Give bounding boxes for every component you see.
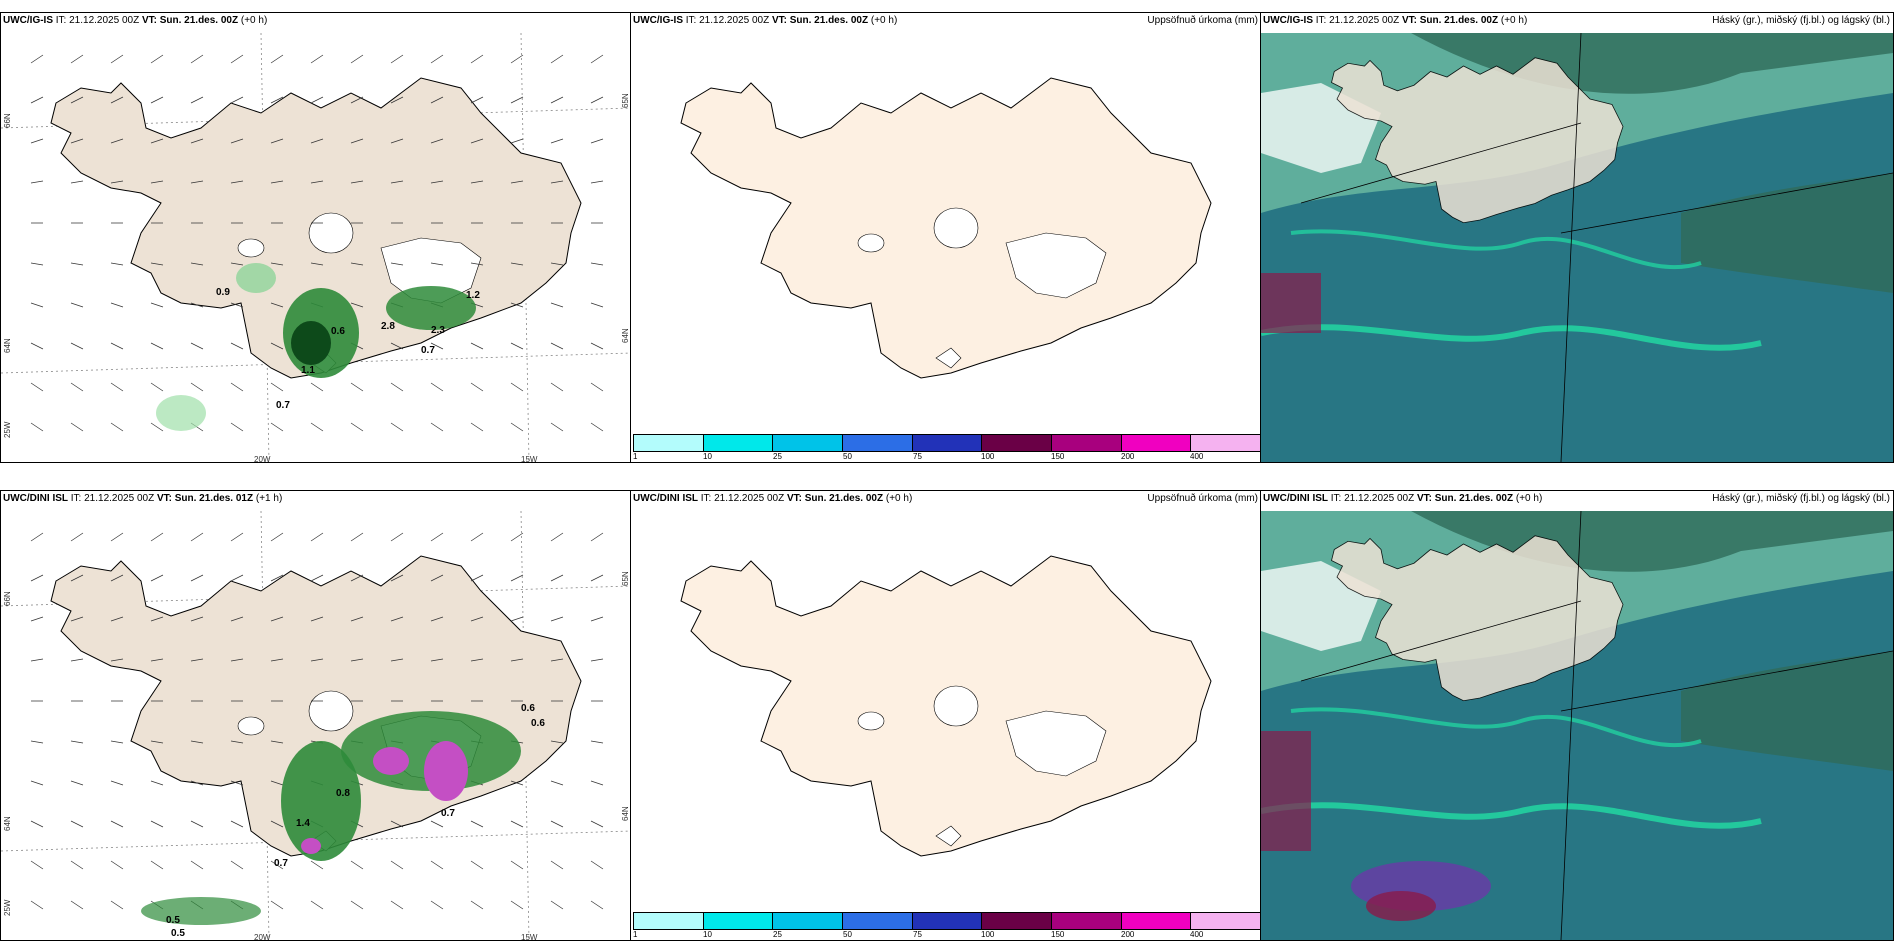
colorbar-label: 10 <box>703 930 712 939</box>
lat-label: 65N <box>621 93 630 108</box>
map-panel-1: UWC/IG-IS IT: 21.12.2025 00Z VT: Sun. 21… <box>0 12 632 463</box>
lat-label: 64N <box>621 806 630 821</box>
lat-label: 64N <box>621 328 630 343</box>
colorbar-swatch <box>1052 913 1122 929</box>
panel-title: UWC/IG-IS IT: 21.12.2025 00Z VT: Sun. 21… <box>633 15 898 26</box>
colorbar-swatch <box>982 435 1053 451</box>
colorbar-label: 150 <box>1051 930 1065 939</box>
panel-right-title: Háský (gr.), miðský (fj.bl.) og lágský (… <box>1712 493 1890 504</box>
colorbar-label: 200 <box>1121 452 1135 461</box>
colorbar-label: 400 <box>1190 930 1204 939</box>
colorbar-label: 1 <box>633 452 638 461</box>
contour-label-8: 0.5 <box>166 915 180 926</box>
colorbar-label: 75 <box>913 930 922 939</box>
panel-title: UWC/DINI ISL IT: 21.12.2025 00Z VT: Sun.… <box>1263 493 1543 504</box>
colorbar-swatch <box>773 435 844 451</box>
contour-label-1: 0.8 <box>336 788 350 799</box>
colorbar-swatch <box>1121 913 1192 929</box>
contour-label-6: 2.8 <box>381 321 395 332</box>
wind-map: 0.8 0.7 0.6 0.5 0.6 0.7 1.4 0.5 <box>1 511 631 940</box>
colorbar-label: 50 <box>843 930 852 939</box>
lon-label: 15W <box>521 455 538 463</box>
colorbar-label: 150 <box>1051 452 1065 461</box>
cloud-map <box>1261 511 1893 940</box>
colorbar-swatch <box>634 913 704 929</box>
colorbar-label: 50 <box>843 452 852 461</box>
panel-title: UWC/IG-IS IT: 21.12.2025 00Z VT: Sun. 21… <box>3 15 268 26</box>
colorbar-swatch <box>703 435 774 451</box>
colorbar-swatch <box>912 435 983 451</box>
colorbar-swatch <box>1191 913 1261 929</box>
colorbar-swatch <box>703 913 774 929</box>
colorbar <box>633 912 1261 930</box>
cloud-map <box>1261 33 1893 462</box>
colorbar-labels: 1 10 25 50 75 100 150 200 400 <box>633 930 1261 940</box>
colorbar-label: 25 <box>773 452 782 461</box>
panel-right-title: Háský (gr.), miðský (fj.bl.) og lágský (… <box>1712 15 1890 26</box>
colorbar-swatch <box>843 913 913 929</box>
panel-right-title: Uppsöfnuð úrkoma (mm) <box>1147 15 1258 26</box>
colorbar-swatch <box>912 913 983 929</box>
colorbar-label: 25 <box>773 930 782 939</box>
contour-label-5: 0.6 <box>531 718 545 729</box>
contour-label-7: 2.3 <box>431 325 445 336</box>
lon-label: 15W <box>521 933 538 941</box>
map-panel-5: UWC/DINI ISL IT: 21.12.2025 00Z VT: Sun.… <box>630 490 1262 941</box>
colorbar-swatch <box>1191 435 1261 451</box>
colorbar-label: 10 <box>703 452 712 461</box>
map-panel-3: UWC/IG-IS IT: 21.12.2025 00Z VT: Sun. 21… <box>1260 12 1894 463</box>
panel-right-title: Uppsöfnuð úrkoma (mm) <box>1147 493 1258 504</box>
contour-label-4: 0.5 <box>171 928 185 939</box>
map-panel-6: UWC/DINI ISL IT: 21.12.2025 00Z VT: Sun.… <box>1260 490 1894 941</box>
lat-label: 66N <box>3 113 12 128</box>
precip-map <box>631 33 1261 433</box>
precip-green-blobs <box>141 711 521 925</box>
lat-label: 25W <box>3 899 12 916</box>
colorbar-swatch <box>1121 435 1192 451</box>
map-panel-4: UWC/DINI ISL IT: 21.12.2025 00Z VT: Sun.… <box>0 490 632 941</box>
colorbar-swatch <box>634 435 704 451</box>
lat-label: 64N <box>3 816 12 831</box>
contour-label-1: 0.9 <box>216 287 230 298</box>
wind-map: 0.9 0.6 0.7 1.2 0.7 2.8 2.3 1.1 <box>1 33 631 462</box>
colorbar-label: 400 <box>1190 452 1204 461</box>
colorbar-swatch <box>1052 435 1122 451</box>
precip-green-blobs <box>156 263 476 431</box>
colorbar <box>633 434 1261 452</box>
contour-label-2: 0.6 <box>331 326 345 337</box>
panel-title: UWC/DINI ISL IT: 21.12.2025 00Z VT: Sun.… <box>633 493 913 504</box>
map-panel-2: UWC/IG-IS IT: 21.12.2025 00Z VT: Sun. 21… <box>630 12 1262 463</box>
contour-label-2: 0.7 <box>441 808 455 819</box>
lat-label: 65N <box>621 571 630 586</box>
lat-label: 25W <box>3 421 12 438</box>
panel-title: UWC/IG-IS IT: 21.12.2025 00Z VT: Sun. 21… <box>1263 15 1528 26</box>
panel-title: UWC/DINI ISL IT: 21.12.2025 00Z VT: Sun.… <box>3 493 283 504</box>
colorbar-swatch <box>843 435 913 451</box>
contour-label-7: 1.4 <box>296 818 310 829</box>
colorbar-swatch <box>982 913 1053 929</box>
colorbar-label: 100 <box>981 930 995 939</box>
colorbar-swatch <box>773 913 844 929</box>
colorbar-label: 75 <box>913 452 922 461</box>
precip-map <box>631 511 1261 911</box>
contour-label-8: 1.1 <box>301 365 315 376</box>
contour-label-5: 0.7 <box>421 345 435 356</box>
lon-label: 20W <box>254 455 271 463</box>
contour-label-6: 0.7 <box>274 858 288 869</box>
contour-label-3: 0.6 <box>521 703 535 714</box>
colorbar-labels: 1 10 25 50 75 100 150 200 400 <box>633 452 1261 462</box>
colorbar-label: 200 <box>1121 930 1135 939</box>
lat-label: 64N <box>3 338 12 353</box>
contour-label-4: 1.2 <box>466 290 480 301</box>
colorbar-label: 100 <box>981 452 995 461</box>
lon-label: 20W <box>254 933 271 941</box>
lat-label: 66N <box>3 591 12 606</box>
contour-label-3: 0.7 <box>276 400 290 411</box>
colorbar-label: 1 <box>633 930 638 939</box>
